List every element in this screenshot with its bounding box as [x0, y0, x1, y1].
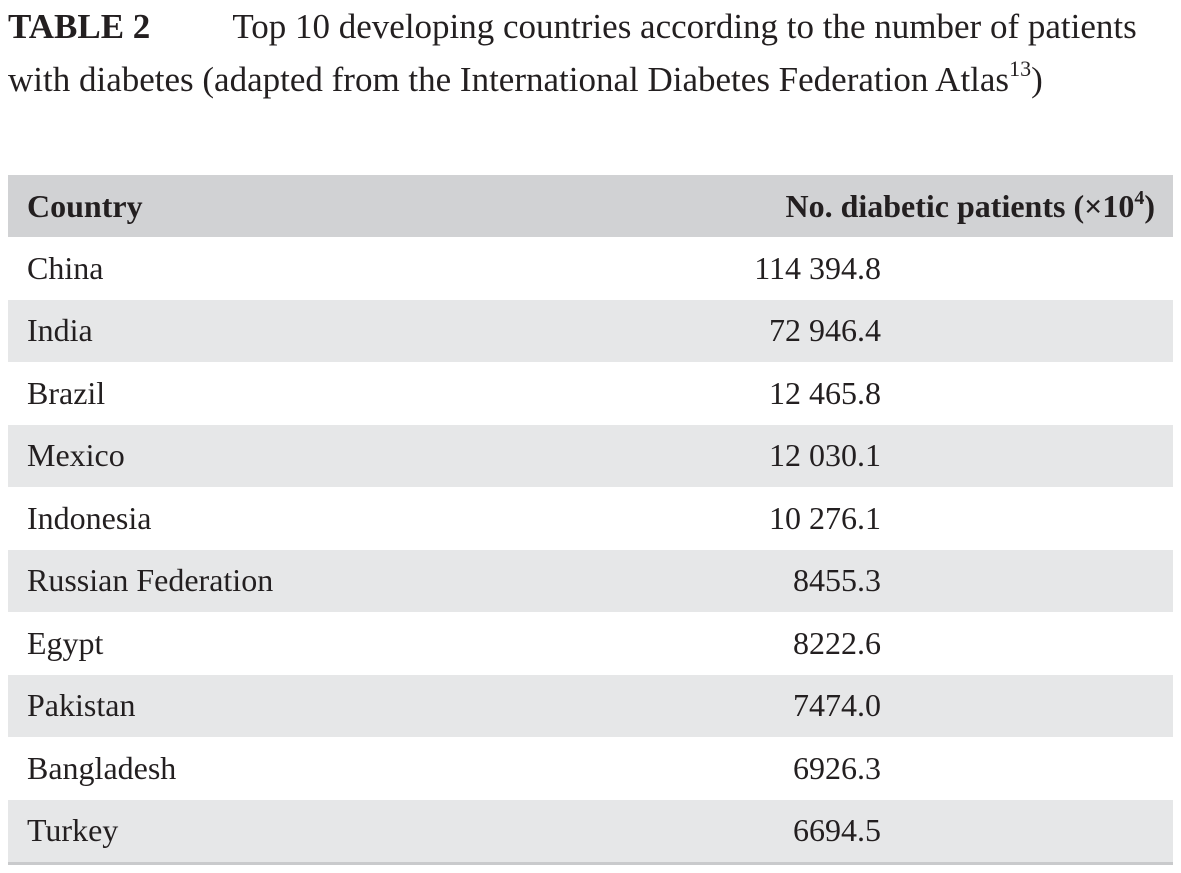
- caption-reference: 13: [1009, 56, 1032, 81]
- country-cell: Mexico: [27, 437, 125, 474]
- table-caption: TABLE 2 Top 10 developing countries accor…: [8, 0, 1168, 106]
- caption-text: Top 10 developing countries according to…: [8, 7, 1137, 99]
- country-cell: Egypt: [27, 624, 104, 661]
- patients-cell: 12 465.8: [769, 374, 881, 411]
- header-patients-exponent: 4: [1134, 186, 1145, 209]
- table-body: China 114 394.8 India 72 946.4 Brazil 12 465.…: [8, 237, 1173, 865]
- patients-cell: 10 276.1: [769, 499, 881, 536]
- table-row: China 114 394.8: [8, 237, 1173, 300]
- table-row: India 72 946.4: [8, 299, 1173, 362]
- patients-cell: 12 030.1: [769, 437, 881, 474]
- table-row: Turkey 6694.5: [8, 799, 1173, 865]
- country-cell: Bangladesh: [27, 749, 177, 786]
- patients-cell: 7474.0: [793, 687, 881, 724]
- patients-cell: 8222.6: [793, 624, 881, 661]
- header-row: Country No. diabetic patients (×104): [8, 175, 1173, 237]
- country-cell: Brazil: [27, 374, 106, 411]
- patients-cell: 72 946.4: [769, 312, 881, 349]
- patients-cell: 114 394.8: [754, 249, 881, 286]
- patients-cell: 8455.3: [793, 562, 881, 599]
- table-row: Brazil 12 465.8: [8, 362, 1173, 425]
- table-row: Egypt 8222.6: [8, 612, 1173, 675]
- table-row: Pakistan 7474.0: [8, 674, 1173, 737]
- country-cell: Turkey: [8, 799, 460, 865]
- country-cell: Russian Federation: [27, 562, 274, 599]
- caption-close: ): [1031, 60, 1043, 99]
- header-patients-prefix: No. diabetic patients (×10: [785, 187, 1135, 224]
- table-header: Country No. diabetic patients (×104): [8, 175, 1173, 237]
- country-cell: Indonesia: [27, 499, 152, 536]
- table-label: TABLE 2: [8, 7, 151, 46]
- diabetes-table: Country No. diabetic patients (×104) Chi…: [8, 175, 1173, 865]
- country-cell: Pakistan: [27, 687, 136, 724]
- patients-cell: 6694.5: [459, 799, 1173, 865]
- country-cell: China: [27, 249, 104, 286]
- header-patients-suffix: ): [1144, 187, 1155, 224]
- table-row: Bangladesh 6926.3: [8, 737, 1173, 800]
- table-row: Russian Federation 8455.3: [8, 549, 1173, 612]
- table-row: Mexico 12 030.1: [8, 424, 1173, 487]
- header-patients: No. diabetic patients (×104): [460, 175, 1173, 237]
- patients-cell: 6926.3: [793, 749, 881, 786]
- header-country: Country: [27, 187, 143, 224]
- country-cell: India: [27, 312, 93, 349]
- table-row: Indonesia 10 276.1: [8, 487, 1173, 550]
